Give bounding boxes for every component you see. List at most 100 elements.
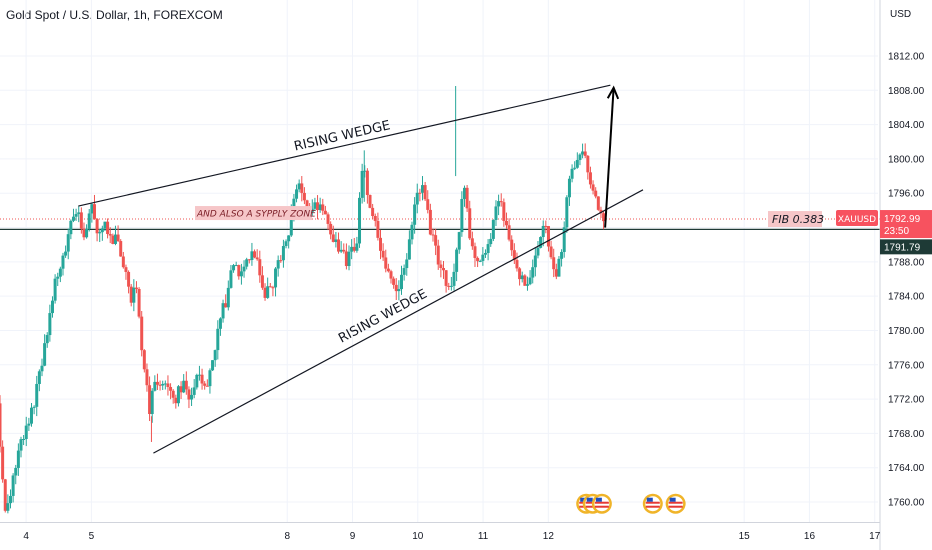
candle-body (310, 208, 314, 213)
candle-body (352, 246, 356, 251)
candle-body (58, 268, 62, 277)
candle-body (560, 251, 564, 259)
projection-arrow-head (606, 85, 620, 100)
candle-body (376, 220, 380, 238)
candle-body (98, 232, 102, 234)
candle-body (447, 285, 451, 287)
candle-body (127, 271, 131, 287)
candle-body (295, 189, 299, 199)
candle-body (339, 249, 343, 252)
candle-body (22, 438, 26, 440)
candle-body (452, 271, 456, 286)
candle-body (565, 197, 569, 228)
candle-body (111, 235, 115, 244)
y-tick-label: 1808.00 (888, 86, 925, 97)
candle-body (211, 360, 215, 371)
candle-body (166, 383, 170, 387)
candle-body (407, 239, 411, 260)
candle-body (19, 439, 23, 451)
y-tick-label: 1780.00 (888, 326, 925, 337)
projection-arrow[interactable] (604, 87, 615, 228)
candle-body (24, 425, 28, 439)
candle-body (119, 241, 123, 257)
candle-body (533, 255, 537, 268)
candle-body (226, 287, 230, 308)
candle-body (413, 204, 417, 225)
candle-body (108, 233, 112, 236)
y-tick-label: 1772.00 (888, 395, 925, 406)
candle-body (85, 228, 89, 238)
candle-body (274, 268, 278, 288)
candle-body (350, 246, 354, 252)
candle-body (237, 265, 241, 277)
bar-countdown: 23:50 (884, 226, 909, 237)
x-tick-label: 4 (23, 531, 29, 542)
candle-body (444, 270, 448, 286)
fib-label: FIB 0.383 (772, 213, 824, 226)
x-tick-label: 12 (543, 531, 555, 542)
candle-body (476, 257, 480, 262)
candle-body (504, 220, 508, 226)
candle-body (129, 286, 133, 303)
candle-body (323, 210, 327, 215)
candle-body (205, 385, 209, 387)
us-flag-event-icon[interactable] (591, 493, 612, 514)
candle-body (14, 467, 18, 476)
candle-body (536, 247, 540, 256)
y-tick-label: 1764.00 (888, 463, 925, 474)
supply-zone-box (195, 206, 312, 221)
upper-trendline[interactable] (78, 84, 611, 207)
candle-body (368, 194, 372, 208)
candle-body (132, 287, 136, 303)
candle-body (431, 234, 435, 236)
drawings[interactable] (78, 84, 644, 454)
candle-body (40, 365, 44, 372)
candle-body (594, 190, 598, 197)
fib-box (768, 211, 822, 228)
candle-body (74, 214, 78, 217)
candle-body (497, 201, 501, 207)
candle-body (242, 266, 246, 272)
supply-zone-label: AND ALSO A SYPPLY ZONE (196, 210, 316, 220)
candle-body (499, 201, 503, 203)
candle-body (465, 187, 469, 209)
candle-body (208, 370, 212, 387)
candle-body (155, 381, 159, 385)
candle-body (113, 234, 117, 244)
candle-body (344, 251, 348, 267)
y-tick-label: 1768.00 (888, 429, 925, 440)
candle-body (271, 287, 275, 289)
x-tick-label: 16 (804, 531, 816, 542)
candle-body (552, 257, 556, 270)
candle-body (184, 380, 188, 390)
candle-body (502, 202, 506, 221)
candle-body (192, 387, 196, 395)
candle-body (16, 450, 20, 468)
candle-body (586, 155, 590, 173)
candle-body (544, 225, 548, 227)
lower-trendline[interactable] (153, 189, 644, 454)
candle-body (158, 384, 162, 386)
candle-body (1, 446, 5, 480)
candle-body (169, 386, 173, 391)
symbol-tag (836, 210, 878, 227)
line-price-value: 1791.79 (884, 242, 921, 253)
candle-body (365, 170, 369, 195)
candle-body (87, 213, 91, 229)
candle-body (562, 227, 566, 252)
candle-body (342, 249, 346, 252)
candle-body (599, 209, 603, 214)
candle-body (195, 374, 199, 388)
candle-body (441, 268, 445, 271)
candle-body (90, 204, 94, 214)
candle-body (224, 303, 228, 308)
candle-body (531, 267, 535, 278)
y-tick-label: 1800.00 (888, 154, 925, 165)
us-flag-event-icon[interactable] (665, 493, 686, 514)
us-flag-event-icon[interactable] (642, 493, 663, 514)
candle-body (287, 235, 291, 242)
candle-body (266, 286, 270, 298)
candle-body (163, 383, 167, 385)
event-icons[interactable] (576, 493, 686, 514)
